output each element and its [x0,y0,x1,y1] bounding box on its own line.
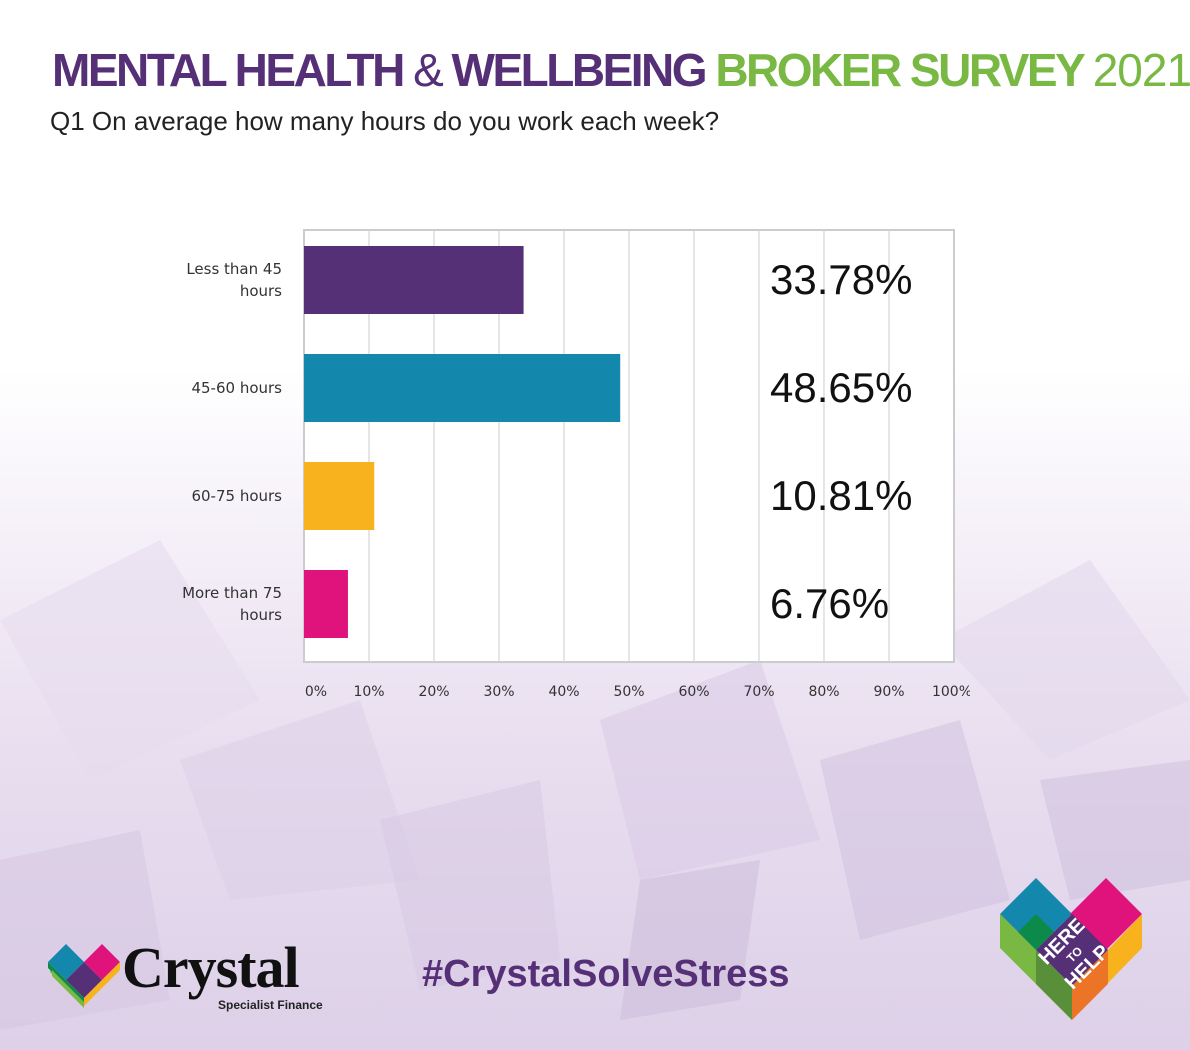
bars [304,246,621,638]
here-to-help-badge-icon: HERE TO HELP [1000,878,1142,1020]
x-tick-label: 40% [548,684,579,700]
x-tick-label: 60% [678,684,709,700]
x-tick-label: 100% [932,684,970,700]
hashtag: #CrystalSolveStress [422,953,790,995]
brand-name: Crystal [122,935,300,1000]
category-label: More than 75 hours [182,584,282,624]
bar [304,354,621,422]
title-part-wellbeing: WELLBEING [451,44,708,96]
category-labels: Less than 45 hours 45-60 hours 60-75 hours M… [182,260,282,624]
x-tick-label: 10% [353,684,384,700]
category-label: 45-60 hours [191,379,282,397]
page-title: MENTAL HEALTH & WELLBEING BROKER SURVEY … [52,42,1190,98]
category-label: 60-75 hours [191,487,282,505]
bar [304,246,524,314]
bar [304,462,375,530]
x-tick-label: 70% [743,684,774,700]
brand-subtitle: Specialist Finance [218,998,323,1012]
x-tick-label: 20% [418,684,449,700]
survey-question: Q1 On average how many hours do you work… [50,106,720,136]
x-tick-label: 30% [483,684,514,700]
bar-chart: Less than 45 hours 45-60 hours 60-75 hours M… [182,229,970,700]
title-part-mental-health: MENTAL HEALTH [52,44,405,96]
bar [304,570,348,638]
value-label: 33.78% [770,256,912,303]
value-labels: 33.78% 48.65% 10.81% 6.76% [770,256,912,627]
x-tick-label: 50% [613,684,644,700]
category-label: Less than 45 hours [186,260,282,300]
tick-labels: 0% 10% 20% 30% 40% 50% 60% 70% 80% 90% 100% [305,684,970,700]
x-tick-label: 80% [808,684,839,700]
title-part-broker-survey: BROKER SURVEY [715,44,1085,96]
x-tick-label: 90% [873,684,904,700]
value-label: 48.65% [770,364,912,411]
value-label: 6.76% [770,580,889,627]
crystal-logo-icon [48,944,120,1008]
title-ampersand: & [413,44,444,96]
title-year: 2021 [1092,44,1190,96]
x-tick-label: 0% [305,684,327,700]
value-label: 10.81% [770,472,912,519]
